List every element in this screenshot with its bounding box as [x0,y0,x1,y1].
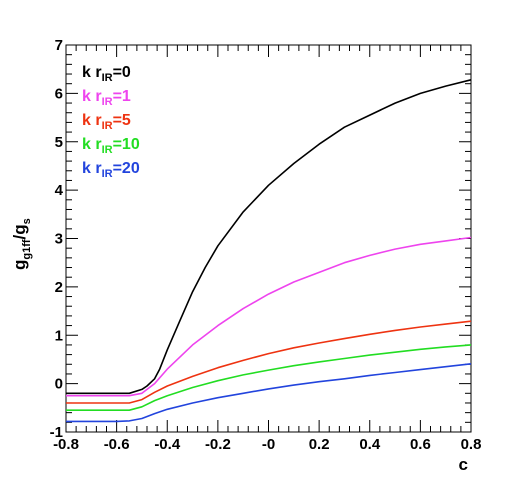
series-line [66,320,472,404]
y-tick-label: 0 [55,376,63,393]
tick-labels: -0.8 -0.6 -0.4 -0.2 -0 0.2 0.4 0.6 0.8 -1 0 1 2 3 4 5 6 7 [50,37,482,453]
legend-entry: k rIR=1 [82,88,131,108]
x-tick-label: 0.6 [410,436,431,453]
legend: k rIR=0 k rIR=1 k rIR=5 k rIR=10 k rIR=20 [82,64,140,180]
y-tick-label: 2 [55,279,63,296]
axis-ticks [65,44,472,433]
y-tick-label: 7 [55,37,63,54]
y-tick-label: 1 [55,327,63,344]
y-tick-label: -1 [50,424,63,441]
x-tick-label: 0.4 [359,436,381,453]
y-tick-label: 3 [55,231,63,248]
x-axis-title: c [459,455,468,474]
x-tick-label: 0.8 [461,436,482,453]
y-tick-label: 6 [55,85,63,102]
legend-entry: k rIR=20 [82,160,140,180]
series-lines [66,79,472,423]
y-tick-label: 4 [55,182,64,199]
x-tick-label: -0 [262,436,275,453]
x-tick-label: 0.2 [309,436,330,453]
x-tick-label: -0.4 [154,436,181,453]
legend-entry: k rIR=10 [82,136,140,156]
x-tick-label: -0.8 [53,436,79,453]
y-axis-title: gg1ff/gs [10,218,33,270]
x-tick-label: -0.6 [104,436,130,453]
y-tick-label: 5 [55,134,63,151]
series-line [66,79,472,395]
legend-entry: k rIR=5 [82,112,131,132]
series-line [66,236,472,397]
svg-text:gg1ff/gs: gg1ff/gs [10,218,33,270]
legend-entry: k rIR=0 [82,64,131,84]
x-tick-label: -0.2 [205,436,231,453]
series-line [66,363,472,423]
series-line [66,344,472,412]
